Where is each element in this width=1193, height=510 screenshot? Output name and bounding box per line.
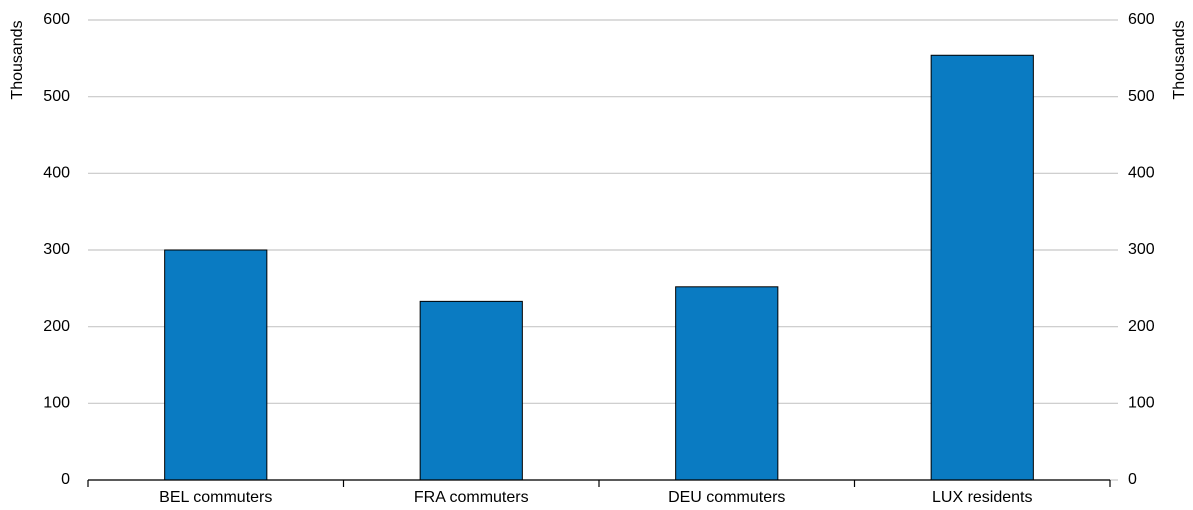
y2-tick-label: 200 bbox=[1128, 318, 1155, 335]
y-tick-label: 200 bbox=[43, 318, 70, 335]
x-tick-label: BEL commuters bbox=[159, 489, 272, 506]
y-tick-label: 300 bbox=[43, 241, 70, 258]
x-tick-label: DEU commuters bbox=[668, 489, 785, 506]
y2-tick-label: 100 bbox=[1128, 395, 1155, 412]
y2-tick-label: 500 bbox=[1128, 88, 1155, 105]
y-tick-label: 0 bbox=[61, 471, 70, 488]
x-tick-label: LUX residents bbox=[932, 489, 1033, 506]
y2-tick-label: 600 bbox=[1128, 11, 1155, 28]
bar bbox=[675, 286, 779, 481]
y2-tick-label: 400 bbox=[1128, 165, 1155, 182]
y2-tick-label: 300 bbox=[1128, 241, 1155, 258]
y2-tick-label: 0 bbox=[1128, 471, 1137, 488]
bar bbox=[419, 300, 523, 481]
y-tick-label: 100 bbox=[43, 395, 70, 412]
y-tick-label: 600 bbox=[43, 11, 70, 28]
bar bbox=[930, 54, 1034, 481]
y-axis-label: Thousands bbox=[9, 20, 26, 99]
y-tick-label: 400 bbox=[43, 165, 70, 182]
y-tick-label: 500 bbox=[43, 88, 70, 105]
x-tick-label: FRA commuters bbox=[414, 489, 529, 506]
y2-axis-label: Thousands bbox=[1171, 20, 1188, 99]
bar bbox=[164, 249, 268, 481]
